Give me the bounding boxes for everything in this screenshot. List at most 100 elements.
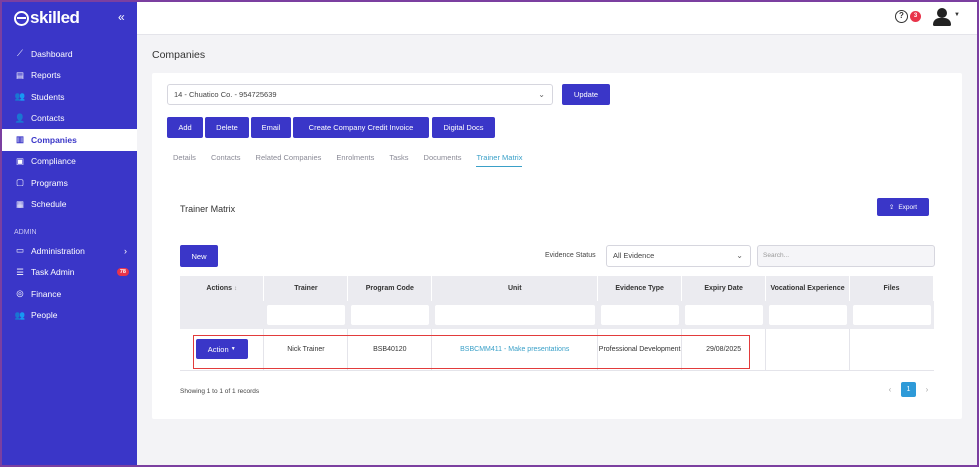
filter-cell-actions	[180, 301, 264, 329]
sidebar-item-label: Administration	[31, 245, 85, 256]
chevron-down-icon[interactable]: ▼	[954, 12, 960, 18]
tab-details[interactable]: Details	[173, 153, 196, 162]
new-button[interactable]: New	[180, 245, 218, 267]
tab-contacts[interactable]: Contacts	[210, 153, 241, 162]
action-dropdown-button[interactable]: Action ▼	[195, 339, 248, 360]
sidebar-item-programs[interactable]: ▢ Programs	[0, 172, 137, 194]
chevron-left-icon[interactable]: ‹	[888, 385, 892, 394]
tab-enrolments[interactable]: Enrolments	[336, 153, 375, 162]
cell-expiry-date: 29/08/2025	[681, 329, 767, 371]
filter-input-program-code[interactable]	[350, 305, 429, 325]
laptop-icon: ▭	[15, 245, 25, 256]
sidebar-item-contacts[interactable]: 👤 Contacts	[0, 108, 137, 130]
compliance-icon: ▣	[15, 155, 25, 166]
companies-icon: ▥	[15, 134, 25, 145]
sort-icon: ↕	[234, 286, 238, 292]
unit-link[interactable]: BSBCMM411 - Make presentations	[460, 345, 570, 353]
column-header-vocational-experience[interactable]: Vocational Experience	[765, 276, 850, 301]
chevron-down-icon: ⌄	[538, 90, 545, 99]
update-button[interactable]: Update	[562, 84, 610, 105]
brand-logo[interactable]: skilled	[14, 8, 80, 28]
cell-actions: Action ▼	[180, 329, 265, 371]
sidebar-item-students[interactable]: 👥 Students	[0, 86, 137, 108]
cell-evidence-type: Professional Development	[597, 329, 683, 371]
programs-icon: ▢	[15, 177, 25, 188]
column-header-trainer[interactable]: Trainer	[263, 276, 349, 301]
add-button[interactable]: Add	[167, 117, 203, 138]
filter-cell-expiry-date	[681, 301, 766, 329]
top-bar: ? 3 ▼	[137, 0, 979, 35]
cell-program-code: BSB40120	[347, 329, 433, 371]
tab-tasks[interactable]: Tasks	[389, 153, 409, 162]
search-input[interactable]: Search...	[757, 245, 935, 267]
user-avatar-icon[interactable]	[932, 7, 952, 27]
company-select[interactable]: 14 - Chuatico Co. - 954725639 ⌄	[167, 84, 553, 105]
sidebar-item-schedule[interactable]: ▦ Schedule	[0, 194, 137, 216]
email-button[interactable]: Email	[251, 117, 291, 138]
page-button-current[interactable]: 1	[901, 382, 916, 397]
sidebar-item-reports[interactable]: ▤ Reports	[0, 65, 137, 87]
sidebar-item-people[interactable]: 👥 People	[0, 305, 137, 327]
trainer-matrix-card: Trainer Matrix ⇪ Export New Evidence Sta…	[152, 188, 962, 419]
sidebar-item-finance[interactable]: ◎ Finance	[0, 283, 137, 305]
sidebar-item-task-admin[interactable]: ☰ Task Admin 78	[0, 262, 137, 284]
create-credit-invoice-button[interactable]: Create Company Credit Invoice	[293, 117, 429, 138]
caret-down-icon: ▼	[230, 346, 236, 353]
cell-vocational-experience	[765, 329, 850, 371]
filter-input-trainer[interactable]	[266, 305, 345, 325]
export-icon: ⇪	[888, 204, 895, 211]
column-header-expiry-date[interactable]: Expiry Date	[681, 276, 767, 301]
digital-docs-button[interactable]: Digital Docs	[432, 117, 495, 138]
tab-documents[interactable]: Documents	[423, 153, 462, 162]
tab-related-companies[interactable]: Related Companies	[255, 153, 322, 162]
help-icon[interactable]: ?	[895, 10, 908, 23]
filter-input-evidence-type[interactable]	[600, 305, 679, 325]
column-header-actions[interactable]: Actions ↕	[180, 276, 265, 301]
delete-button[interactable]: Delete	[205, 117, 249, 138]
sidebar-item-label: Compliance	[31, 156, 76, 167]
tab-trainer-matrix[interactable]: Trainer Matrix	[476, 153, 523, 167]
cell-trainer: Nick Trainer	[263, 329, 349, 371]
schedule-icon: ▦	[15, 198, 25, 209]
table-row: Action ▼ Nick Trainer BSB40120 BSBCMM411…	[180, 329, 934, 371]
sidebar-item-dashboard[interactable]: ⟋ Dashboard	[0, 43, 137, 65]
filter-cell-vocational-experience	[765, 301, 850, 329]
filter-input-files[interactable]	[852, 305, 931, 325]
page-title: Companies	[152, 49, 206, 61]
export-button[interactable]: ⇪ Export	[877, 198, 929, 216]
company-tabs: Details Contacts Related Companies Enrol…	[173, 153, 537, 167]
coins-icon: ◎	[16, 288, 24, 299]
task-count-badge: 78	[116, 268, 129, 277]
column-header-program-code[interactable]: Program Code	[347, 276, 433, 301]
sidebar-item-administration[interactable]: ▭ Administration ›	[0, 240, 137, 262]
cell-unit: BSBCMM411 - Make presentations	[431, 329, 599, 371]
sidebar-item-label: Schedule	[31, 199, 67, 210]
logo-icon	[14, 10, 29, 26]
sidebar-item-label: Finance	[31, 288, 62, 299]
records-count-text: Showing 1 to 1 of 1 records	[180, 388, 260, 395]
sidebar-item-companies[interactable]: ▥ Companies	[0, 129, 137, 151]
chevron-right-icon: ›	[124, 245, 127, 256]
filter-cell-program-code	[347, 301, 432, 329]
filter-cell-evidence-type	[597, 301, 682, 329]
pagination: ‹ 1 ›	[883, 382, 934, 397]
filter-cell-unit	[431, 301, 598, 329]
notification-badge[interactable]: 3	[910, 11, 921, 22]
chevron-right-icon[interactable]: ›	[925, 385, 929, 394]
evidence-status-select[interactable]: All Evidence ⌄	[606, 245, 751, 267]
filter-input-unit[interactable]	[434, 305, 595, 325]
column-header-unit[interactable]: Unit	[431, 276, 599, 301]
sidebar-item-compliance[interactable]: ▣ Compliance	[0, 151, 137, 173]
collapse-sidebar-icon[interactable]: «	[118, 10, 125, 24]
brand-name: skilled	[30, 8, 80, 27]
filter-input-vocational-experience[interactable]	[768, 305, 847, 325]
sidebar-item-label: Contacts	[31, 113, 65, 124]
sidebar-item-label: Programs	[31, 177, 68, 188]
column-header-evidence-type[interactable]: Evidence Type	[597, 276, 683, 301]
filter-input-expiry-date[interactable]	[684, 305, 763, 325]
chevron-down-icon: ⌄	[736, 251, 743, 260]
sidebar-item-label: Students	[31, 91, 65, 102]
chart-line-icon: ⟋	[17, 48, 23, 59]
cell-files	[849, 329, 934, 371]
column-header-files[interactable]: Files	[849, 276, 934, 301]
